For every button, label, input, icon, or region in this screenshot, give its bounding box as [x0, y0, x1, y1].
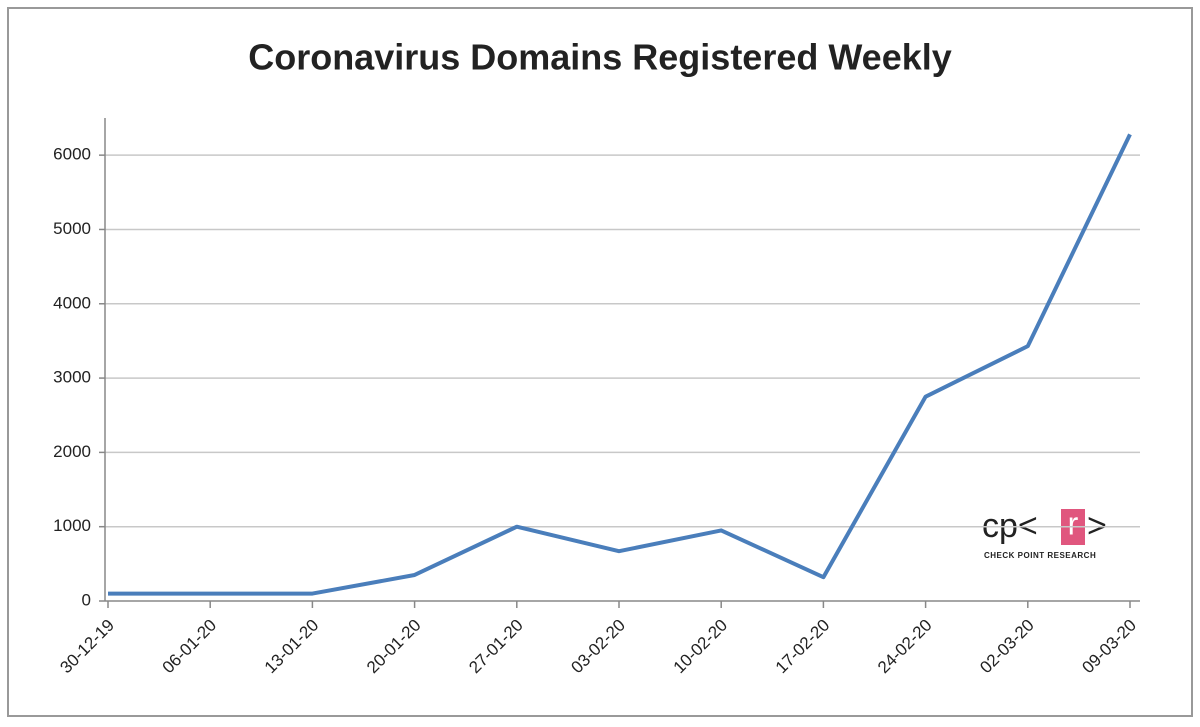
y-tick-label: 0 — [82, 590, 91, 609]
y-tick-label: 5000 — [53, 219, 91, 238]
y-tick-label: 4000 — [53, 293, 91, 312]
y-tick-label: 3000 — [53, 368, 91, 387]
chart-title: Coronavirus Domains Registered Weekly — [248, 37, 952, 78]
y-tick-label: 6000 — [53, 145, 91, 164]
logo-caption: CHECK POINT RESEARCH — [984, 551, 1096, 560]
logo-highlight: r — [1068, 505, 1079, 541]
series-line — [108, 133, 1132, 596]
y-tick-label: 2000 — [53, 442, 91, 461]
frame — [7, 7, 1193, 717]
y-tick-label: 1000 — [53, 516, 91, 535]
